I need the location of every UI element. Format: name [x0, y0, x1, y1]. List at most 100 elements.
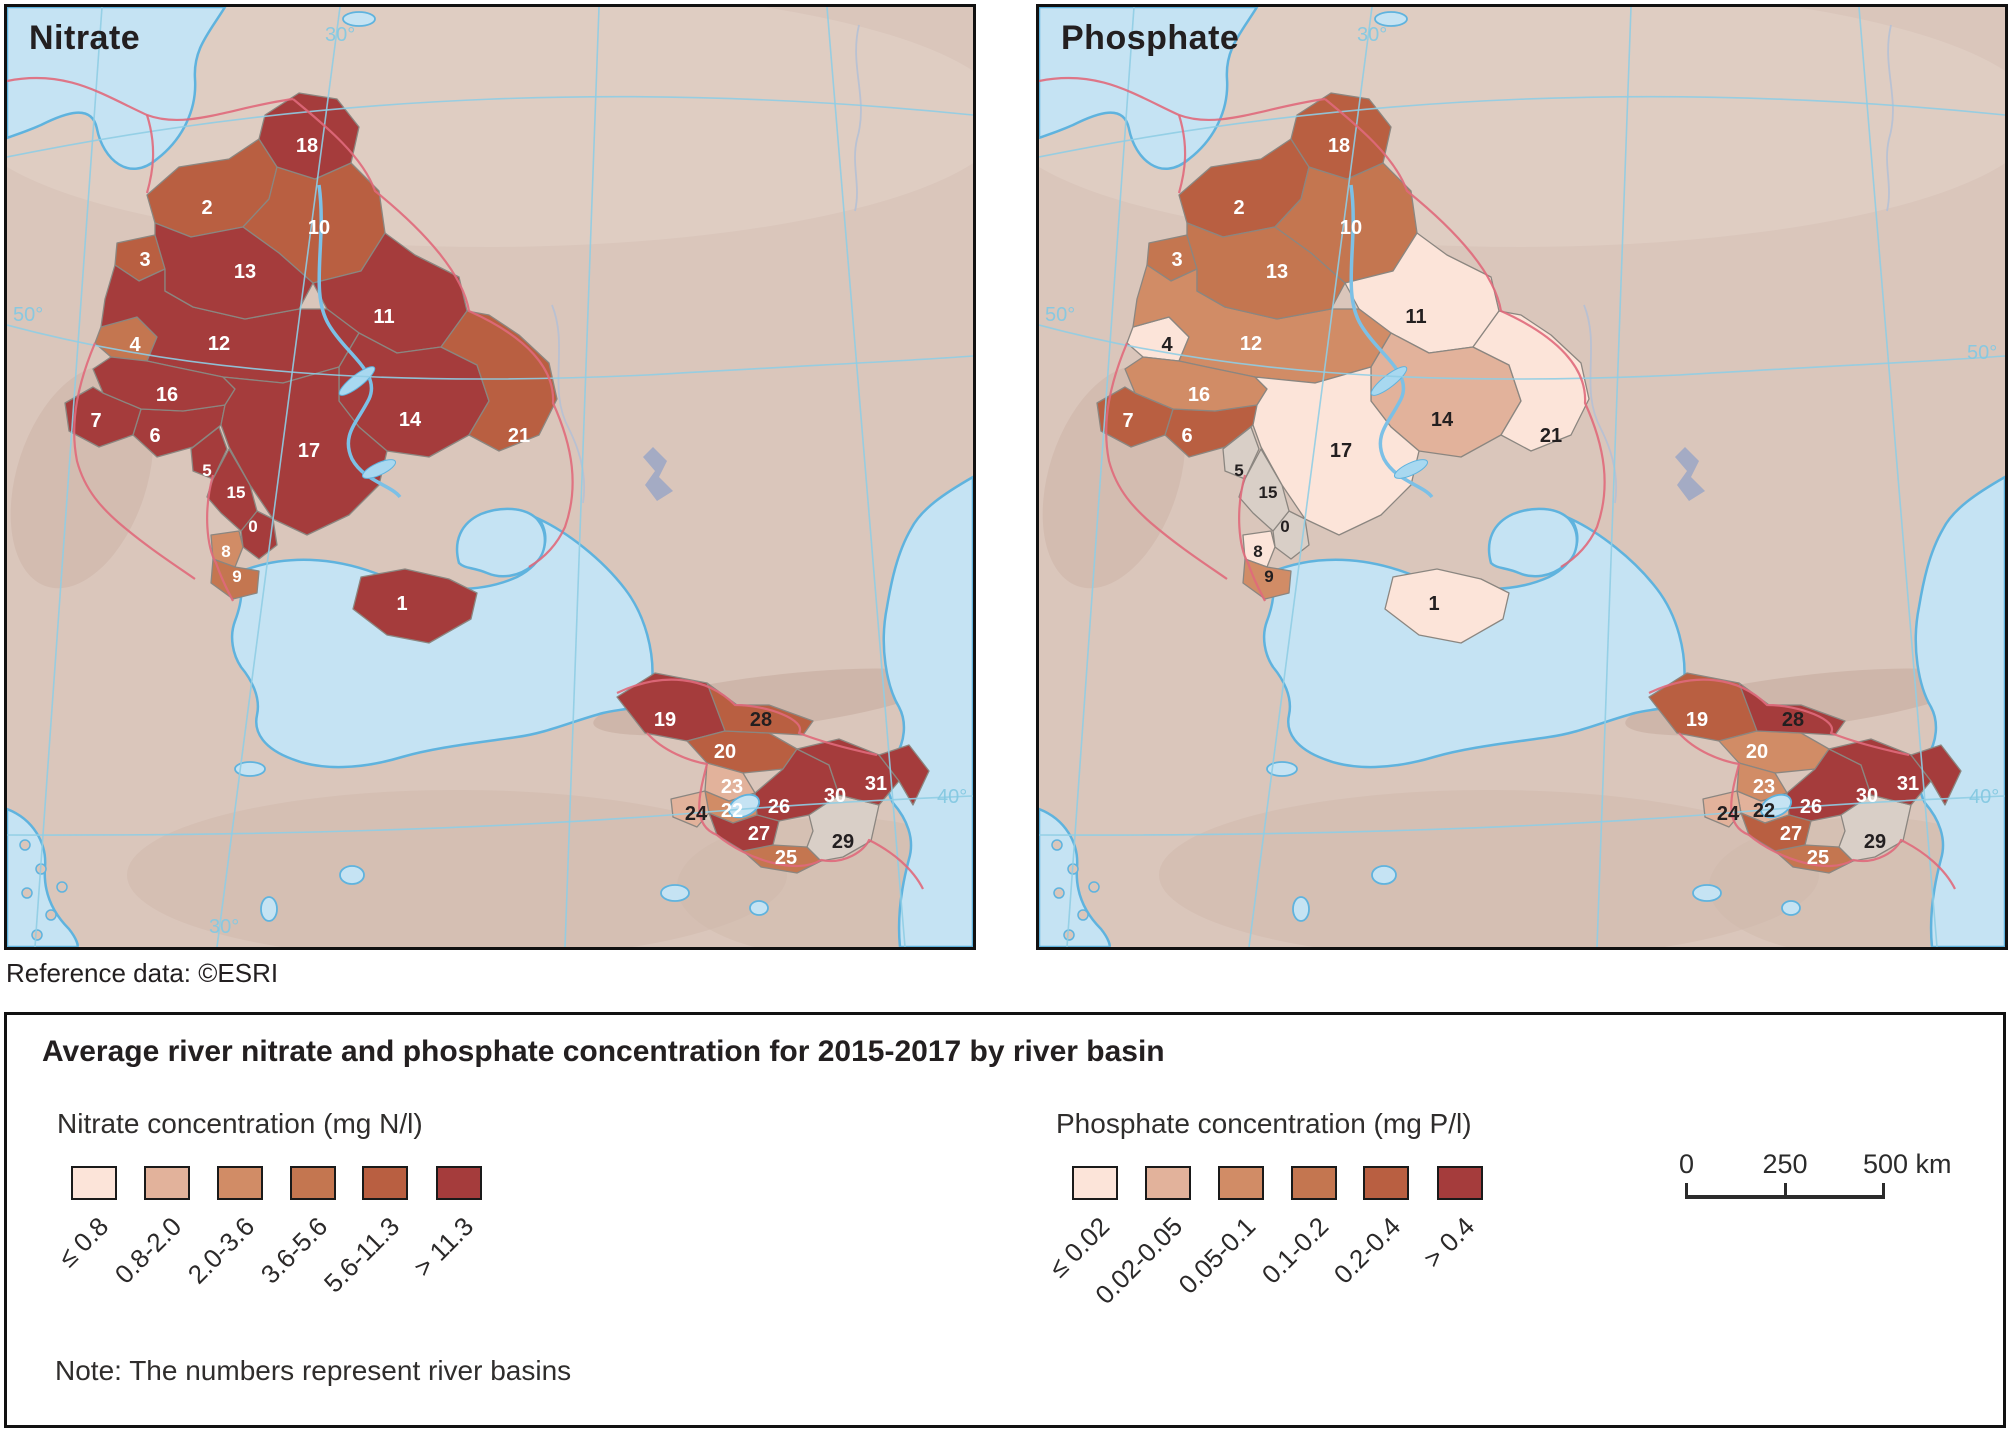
lake	[1759, 793, 1793, 819]
graticule-label: 30°	[325, 24, 355, 46]
graticule-label: 40°	[937, 786, 967, 808]
reference-data-text: Reference data: ©ESRI	[6, 958, 279, 988]
dnieper-river	[317, 184, 402, 499]
graticule-line	[7, 324, 973, 380]
lake	[1781, 900, 1801, 916]
graticule-line	[34, 7, 103, 947]
country-border	[616, 678, 878, 757]
lake	[260, 896, 278, 922]
country-border	[145, 114, 155, 194]
basin-15	[1238, 448, 1290, 532]
basin-number-label: 28	[750, 709, 772, 731]
graticule-line	[1039, 795, 2005, 836]
basin-number-label: 29	[1864, 831, 1886, 853]
country-border	[1105, 342, 1228, 580]
island	[1063, 929, 1075, 941]
basin-number-label: 15	[1259, 483, 1278, 502]
basin-number-label: 18	[296, 135, 318, 157]
basin-number-label: 18	[1328, 135, 1350, 157]
island	[19, 839, 31, 851]
scale-bar-tick	[1685, 1183, 1688, 1197]
island	[1051, 839, 1063, 851]
country-border	[646, 732, 924, 890]
island	[21, 887, 33, 899]
basin-number-label: 11	[1405, 306, 1426, 328]
basin-number-label: 6	[1181, 425, 1192, 447]
basin-number-label: 27	[748, 823, 770, 845]
basin-number-label: 24	[685, 803, 708, 825]
basin-1	[1384, 568, 1510, 644]
sea-water	[455, 507, 546, 578]
graticule-line	[1066, 7, 1135, 947]
basin-number-label: 27	[1780, 823, 1802, 845]
lake	[1266, 761, 1298, 777]
lake	[1374, 11, 1408, 27]
lake	[342, 11, 376, 27]
graticule-label: 30°	[1357, 24, 1387, 46]
reservoir	[643, 447, 673, 501]
island	[1077, 909, 1089, 921]
basin-number-label: 22	[1753, 800, 1775, 822]
sea-water	[1487, 507, 1578, 578]
basin-21	[440, 310, 558, 452]
basin-number-label: 2	[1233, 197, 1244, 219]
basin-number-label: 3	[139, 249, 150, 271]
graticule-label: 50°	[1045, 304, 1075, 326]
island	[56, 881, 68, 893]
nitrate-swatch-5	[362, 1166, 408, 1200]
basin-number-label: 16	[156, 384, 178, 406]
basin-number-label: 21	[508, 425, 530, 447]
basin-number-label: 14	[1431, 409, 1454, 431]
basin-17	[1252, 366, 1420, 536]
basin-number-label: 20	[1746, 741, 1768, 763]
country-border	[1177, 114, 1187, 194]
nitrate-map-svg: 30°50°40°30°0123456789101112131415161718…	[7, 7, 973, 947]
nitrate-swatch-3	[217, 1166, 263, 1200]
reservoir	[1393, 459, 1429, 479]
scale-bar-label-250: 250	[1762, 1149, 1808, 1179]
basin-13	[1186, 222, 1346, 320]
basin-9	[210, 558, 260, 600]
scale-bar-label-0: 0	[1679, 1149, 1695, 1179]
river	[1886, 24, 1894, 212]
island	[31, 929, 43, 941]
graticule-label: 30°	[209, 916, 239, 938]
nitrate-legend-label: Nitrate concentration (mg N/l)	[57, 1108, 423, 1139]
basin-number-label: 16	[1188, 384, 1210, 406]
lake	[1292, 896, 1310, 922]
river	[551, 304, 586, 504]
sea-water	[7, 807, 79, 947]
phosphate-swatch-1	[1072, 1166, 1118, 1200]
basin-number-label: 1	[1428, 593, 1439, 615]
basin-number-label: 25	[1807, 847, 1829, 869]
phosphate-map-panel: Phosphate 30° 50° 40° 50° 0 1 2 3 4 5 6 7 8 9 10 11 12 13…	[1036, 4, 2008, 950]
basin-20	[686, 730, 798, 774]
basin-number-label: 13	[234, 261, 256, 283]
graticule-label: 40°	[1969, 786, 1999, 808]
nitrate-map-title: Nitrate	[29, 19, 141, 57]
basin-31	[1910, 744, 1962, 806]
graticule-label: 50°	[1967, 342, 1997, 364]
basin-number-label: 30	[1856, 785, 1878, 807]
country-border	[1324, 98, 1606, 568]
lake	[339, 865, 365, 885]
basin-number-label: 25	[775, 847, 797, 869]
reservoir	[361, 459, 397, 479]
river	[854, 24, 862, 212]
graticule-line	[216, 7, 341, 947]
graticule-line	[1596, 7, 1632, 947]
basin-number-label: 10	[1340, 217, 1362, 239]
basin-number-label: 1	[396, 593, 407, 615]
country-border	[1678, 732, 1956, 890]
lake	[660, 884, 690, 902]
graticule-line	[1858, 7, 1938, 947]
basin-number-label: 12	[1240, 333, 1262, 355]
lake	[749, 900, 769, 916]
nitrate-map-panel: Nitrate 30° 50° 40° 30° 0 1 2 3 4 5 6 7 8 9 10 11 12 13 14…	[4, 4, 976, 950]
basin-number-label: 26	[1800, 796, 1822, 818]
river	[1583, 304, 1618, 504]
lake	[727, 793, 761, 819]
country-border	[206, 474, 234, 602]
legend-box: Average river nitrate and phosphate conc…	[4, 1012, 2006, 1428]
